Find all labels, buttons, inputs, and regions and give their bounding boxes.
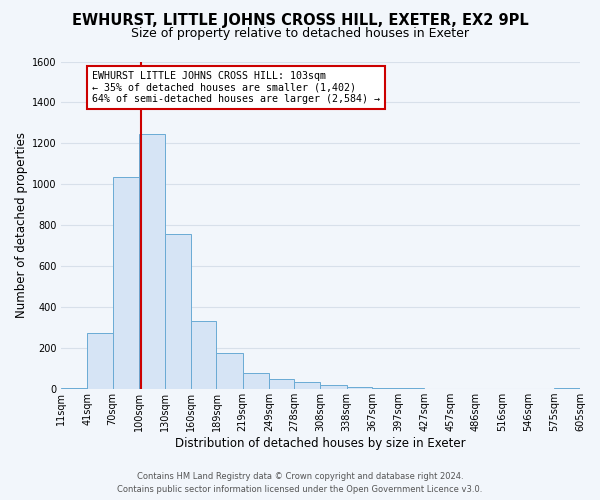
Text: EWHURST LITTLE JOHNS CROSS HILL: 103sqm
← 35% of detached houses are smaller (1,: EWHURST LITTLE JOHNS CROSS HILL: 103sqm … (92, 70, 380, 104)
Bar (347, 387, 372, 389)
Text: Contains HM Land Registry data © Crown copyright and database right 2024.
Contai: Contains HM Land Registry data © Crown c… (118, 472, 482, 494)
Bar (87, 333, 113, 389)
Bar (217, 352, 243, 389)
Bar (191, 320, 217, 389)
Bar (424, 388, 451, 389)
X-axis label: Distribution of detached houses by size in Exeter: Distribution of detached houses by size … (175, 437, 466, 450)
Bar (554, 388, 580, 389)
Bar (398, 388, 424, 389)
Bar (165, 234, 191, 389)
Bar (61, 388, 87, 389)
Text: Size of property relative to detached houses in Exeter: Size of property relative to detached ho… (131, 28, 469, 40)
Bar (243, 373, 269, 389)
Bar (113, 177, 139, 389)
Bar (294, 382, 320, 389)
Bar (372, 388, 398, 389)
Y-axis label: Number of detached properties: Number of detached properties (15, 132, 28, 318)
Bar (269, 379, 294, 389)
Text: EWHURST, LITTLE JOHNS CROSS HILL, EXETER, EX2 9PL: EWHURST, LITTLE JOHNS CROSS HILL, EXETER… (71, 12, 529, 28)
Bar (139, 134, 165, 389)
Bar (320, 385, 347, 389)
